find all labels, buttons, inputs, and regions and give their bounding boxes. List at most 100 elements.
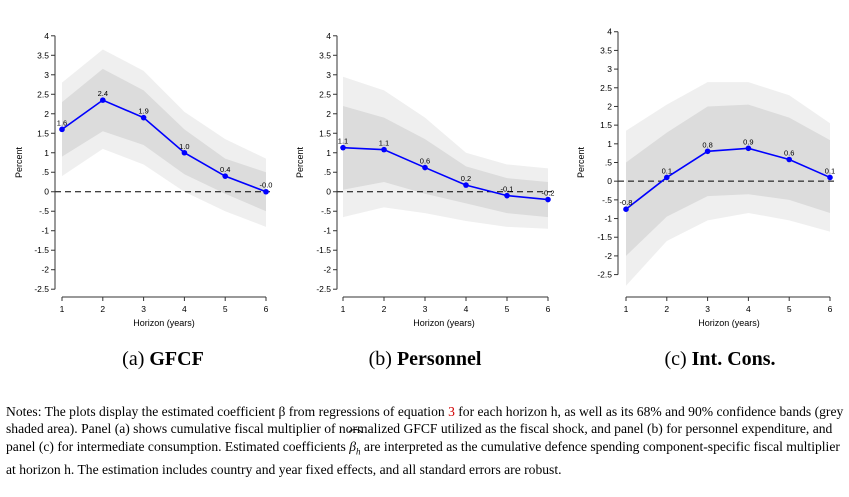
data-point (786, 156, 792, 163)
hat-mark: ⌒ (348, 429, 363, 445)
caption-c-letter: (c) (664, 348, 687, 370)
figure-notes: Notes: The plots display the estimated c… (6, 403, 846, 478)
y-tick-label: -2 (323, 265, 331, 275)
y-tick-label: 1 (326, 148, 331, 158)
caption-a: (a) GFCF (63, 348, 263, 371)
y-tick-label: .5 (605, 158, 612, 168)
y-tick-label: -1.5 (316, 245, 331, 255)
data-label: -0.8 (620, 198, 633, 207)
chart-panel-c: -2.5 -2 -1.5 -1 -.5 0 .5 1 1.5 2 2.5 3 3.5 4 1 2 3 4 5 6 Hor… (576, 27, 835, 328)
y-tick-label: -.5 (321, 206, 331, 216)
y-tick-label: .5 (42, 167, 49, 177)
caption-b-label: Personnel (396, 348, 482, 370)
confidence-band-68 (626, 104, 830, 256)
y-tick-label: 1.5 (37, 128, 49, 138)
notes-part3: are interpreted as the cumulative defenc… (6, 438, 840, 477)
data-label: 0.1 (825, 166, 835, 175)
data-point (140, 114, 147, 121)
y-tick-label: 2 (607, 101, 612, 111)
y-tick-label: 2.5 (600, 83, 612, 93)
y-tick-label: -2.5 (316, 284, 331, 294)
y-tick-label: 1 (607, 139, 612, 149)
data-point (340, 144, 346, 151)
beta-symbol: β (349, 438, 357, 454)
y-tick-label: -.5 (602, 195, 612, 205)
x-tick-label: 3 (141, 304, 146, 314)
y-tick-label: 3 (607, 64, 612, 74)
x-axis-title: Horizon (years) (413, 318, 475, 328)
equation-reference-link[interactable]: 3 (448, 404, 455, 419)
x-axis-title: Horizon (years) (133, 318, 195, 328)
data-point (263, 188, 269, 195)
data-label: 2.4 (98, 89, 108, 98)
data-point (422, 164, 428, 171)
y-tick-label: 4 (607, 27, 612, 37)
x-tick-label: 6 (828, 304, 833, 314)
notes-part1: Notes: The plots display the estimated c… (6, 404, 449, 419)
x-tick-label: 6 (264, 304, 269, 314)
caption-b: (b) Personnel (325, 348, 525, 371)
data-point (222, 173, 228, 179)
data-point (664, 174, 670, 181)
y-tick-label: 2 (44, 109, 49, 119)
data-point (827, 174, 833, 181)
x-tick-label: 5 (223, 304, 228, 314)
y-axis-title: Percent (295, 146, 305, 178)
chart-panel-a: -2.5 -2 -1.5 -1 -.5 0 .5 1 1.5 2 2.5 3 3.5 4 1 2 3 4 5 6 Hor… (14, 31, 272, 328)
data-point (704, 148, 711, 155)
y-tick-label: 3 (44, 70, 49, 80)
confidence-band-68 (343, 105, 548, 218)
y-tick-label: 3.5 (37, 50, 49, 60)
data-point (545, 196, 551, 203)
y-tick-label: 3 (326, 70, 331, 80)
data-point (463, 182, 469, 188)
y-tick-label: 2.5 (37, 89, 49, 99)
y-tick-label: 4 (326, 31, 331, 41)
x-tick-label: 4 (182, 304, 187, 314)
chart-panel-b: -2.5 -2 -1.5 -1 -.5 0 .5 1 1.5 2 2.5 3 3.5 4 1 2 3 4 5 6 Hor… (295, 31, 554, 328)
data-label: -0.0 (260, 181, 273, 190)
y-tick-label: -1 (323, 226, 331, 236)
series-line (342, 146, 549, 201)
data-label: 1.1 (338, 137, 348, 146)
beta-subscript: h (356, 446, 361, 457)
y-tick-label: -1.5 (597, 232, 612, 242)
y-tick-label: 0 (44, 187, 49, 197)
y-tick-label: -.5 (39, 206, 49, 216)
data-point (59, 126, 65, 133)
y-tick-label: -1 (604, 214, 612, 224)
x-axis-title: Horizon (years) (698, 318, 760, 328)
y-tick-label: -2.5 (34, 284, 49, 294)
data-label: 1.9 (138, 107, 148, 116)
x-tick-label: 1 (60, 304, 65, 314)
data-label: 1.0 (179, 142, 189, 151)
beta-hat-symbol: ⌒ βh (348, 430, 362, 461)
data-label: 0.4 (220, 165, 230, 174)
caption-a-label: GFCF (149, 348, 204, 370)
x-tick-label: 2 (664, 304, 669, 314)
series-line (61, 99, 267, 193)
x-tick-label: 5 (505, 304, 510, 314)
data-label: 0.6 (420, 157, 430, 166)
data-label: 0.8 (702, 140, 712, 149)
data-point (623, 206, 629, 213)
y-tick-label: -1 (41, 226, 49, 236)
y-tick-label: .5 (324, 167, 331, 177)
y-tick-label: 3.5 (319, 50, 331, 60)
y-tick-label: 2.5 (319, 89, 331, 99)
x-tick-label: 2 (382, 304, 387, 314)
data-label: 0.1 (662, 166, 672, 175)
y-tick-label: 2 (326, 109, 331, 119)
notes-part2: for each horizon h, as well as its 68% a… (6, 404, 844, 454)
x-tick-label: 3 (423, 304, 428, 314)
caption-c: (c) Int. Cons. (620, 348, 820, 371)
data-label: 0.6 (784, 149, 794, 158)
y-tick-label: -2 (604, 251, 612, 261)
data-point (504, 192, 510, 199)
y-tick-label: 3.5 (600, 45, 612, 55)
x-tick-label: 4 (464, 304, 469, 314)
data-label: 1.1 (379, 139, 389, 148)
x-tick-label: 2 (100, 304, 105, 314)
x-tick-label: 3 (705, 304, 710, 314)
data-label: 0.2 (461, 174, 471, 183)
